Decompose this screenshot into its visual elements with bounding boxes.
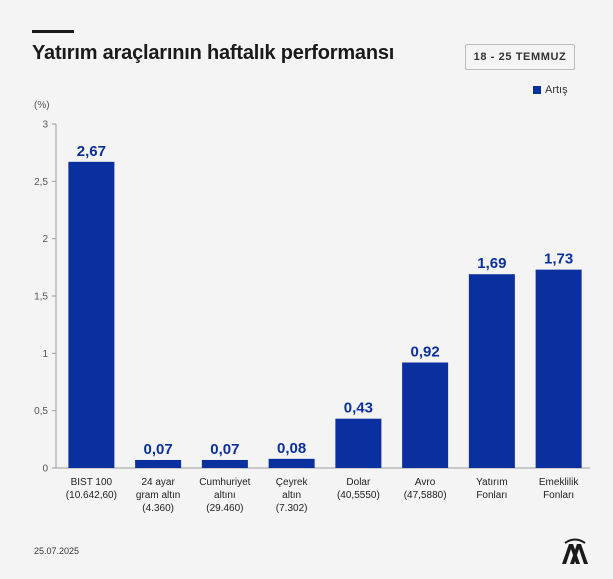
x-category-label-line: (10.642,60)	[66, 490, 117, 501]
top-rule	[32, 30, 74, 33]
bar	[335, 418, 382, 468]
legend-label: Artış	[545, 84, 568, 96]
x-category-label-line: Emeklilik	[539, 477, 579, 488]
date-range-badge: 18 - 25 TEMMUZ	[465, 44, 575, 70]
x-category-label-line: Yatırım	[476, 477, 507, 488]
bar	[201, 459, 248, 468]
bar-value-label: 0,92	[411, 344, 440, 361]
legend-swatch	[533, 86, 541, 94]
x-category-label: Çeyrek altın (7.302)	[276, 477, 309, 514]
legend: Artış	[533, 84, 568, 96]
footer-date: 25.07.2025	[34, 546, 80, 556]
x-category-label: Dolar (40,5550)	[337, 477, 380, 501]
bar-value-label: 1,73	[544, 251, 573, 268]
x-category-label-line: Fonları	[543, 490, 574, 501]
x-category-label-line: (47,5880)	[404, 490, 447, 501]
aa-logo-icon	[562, 538, 588, 564]
y-tick-label: 3	[42, 120, 48, 131]
y-tick-label: 2,5	[34, 177, 48, 188]
x-category-label-line: Dolar	[346, 477, 371, 488]
x-category-label: BIST 100 (10.642,60)	[66, 477, 117, 501]
x-category-label: Yatırım Fonları	[476, 477, 507, 501]
y-tick-label: 2	[42, 234, 48, 245]
bar	[468, 274, 515, 468]
bar	[68, 161, 115, 468]
y-tick-label: 0,5	[34, 406, 48, 417]
x-category-label: 24 ayar gram altın (4.360)	[136, 477, 180, 514]
x-category-label-line: (7.302)	[276, 503, 308, 514]
bar-value-label: 2,67	[77, 143, 106, 160]
y-axis-unit-label: (%)	[34, 100, 50, 111]
bar-value-label: 1,69	[477, 255, 506, 272]
x-category-label-line: BIST 100	[71, 477, 113, 488]
x-category-label-line: (4.360)	[142, 503, 174, 514]
y-tick-label: 1,5	[34, 292, 48, 303]
x-category-label: Emeklilik Fonları	[539, 477, 579, 501]
y-tick-label: 0	[42, 464, 48, 475]
x-category-label-line: gram altın	[136, 490, 180, 501]
chart-title: Yatırım araçlarının haftalık performansı	[32, 42, 395, 64]
bar-value-label: 0,08	[277, 440, 306, 457]
y-tick-label: 1	[42, 349, 48, 360]
bar-value-label: 0,43	[344, 400, 373, 417]
x-category-label-line: (29.460)	[206, 503, 243, 514]
x-category-label-line: Cumhuriyet	[199, 477, 250, 488]
bar-value-label: 0,07	[210, 441, 239, 458]
x-category-label: Cumhuriyet altını (29.460)	[199, 477, 250, 514]
x-category-label: Avro (47,5880)	[404, 477, 447, 501]
x-category-label-line: altın	[282, 490, 301, 501]
x-category-label-line: Fonları	[476, 490, 507, 501]
x-category-label-line: Avro	[415, 477, 436, 488]
bar	[402, 362, 449, 468]
x-category-label-line: Çeyrek	[276, 477, 309, 488]
x-category-label-line: altını	[214, 490, 236, 501]
bar	[535, 269, 582, 468]
x-category-label-line: 24 ayar	[141, 477, 175, 488]
bar	[268, 458, 315, 468]
bar-value-label: 0,07	[144, 441, 173, 458]
x-category-label-line: (40,5550)	[337, 490, 380, 501]
bar	[135, 459, 182, 468]
